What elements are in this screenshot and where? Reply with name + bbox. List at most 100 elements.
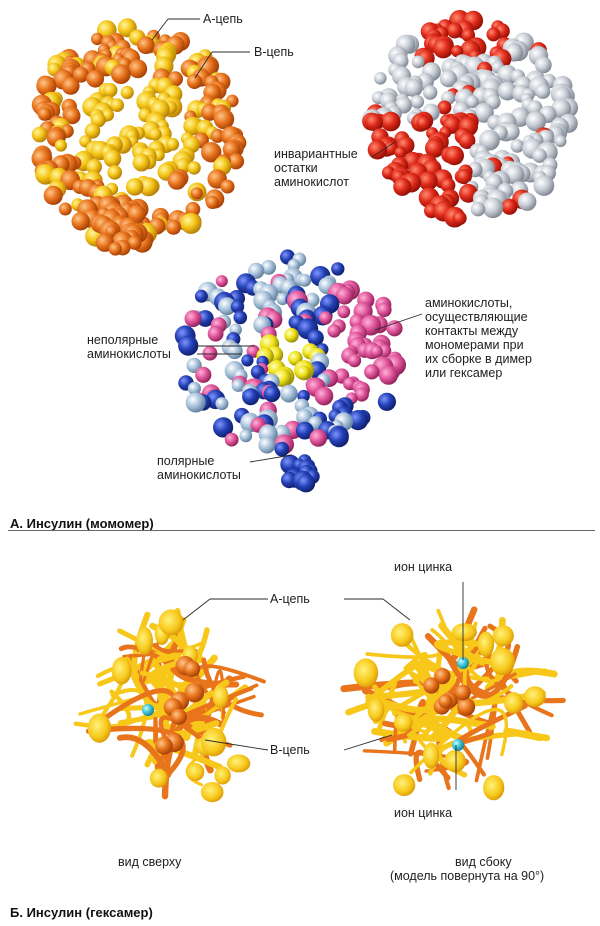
- atom-sphere: [108, 242, 123, 256]
- atom-sphere: [72, 66, 89, 83]
- ribbon-strand: [434, 639, 514, 670]
- atom-sphere: [58, 202, 72, 216]
- atom-sphere: [437, 100, 452, 115]
- atom-sphere: [91, 32, 104, 46]
- atom-sphere: [335, 286, 354, 305]
- atom-sphere: [230, 299, 245, 314]
- atom-sphere: [393, 177, 412, 196]
- atom-sphere: [241, 354, 254, 367]
- atom-sphere: [451, 45, 464, 58]
- helix-coil: [111, 657, 132, 685]
- zinc-ion-bottom-label: ион цинка: [394, 806, 453, 820]
- atom-sphere: [43, 185, 63, 205]
- atom-sphere: [148, 127, 162, 141]
- atom-sphere: [497, 81, 517, 101]
- atom-sphere: [213, 417, 234, 438]
- helix-coil: [444, 750, 466, 773]
- ribbon-strand: [506, 667, 558, 679]
- side-view-note: (модель повернута на 90°): [390, 869, 545, 883]
- helix-coil: [393, 774, 416, 797]
- helix-coil: [353, 658, 379, 688]
- atom-sphere: [246, 344, 260, 358]
- atom-sphere: [354, 387, 369, 402]
- atom-sphere: [166, 137, 180, 151]
- leader-lines: [151, 18, 464, 790]
- atom-sphere: [331, 262, 345, 276]
- atom-sphere: [296, 474, 316, 493]
- atom-sphere: [376, 302, 392, 318]
- atom-sphere: [347, 353, 362, 368]
- atom-sphere: [194, 289, 208, 303]
- atom-sphere: [381, 111, 401, 132]
- atom-sphere: [329, 427, 349, 448]
- atom-sphere: [127, 235, 142, 250]
- atom-sphere: [61, 77, 80, 95]
- atom-sphere: [107, 165, 122, 180]
- atom-sphere: [263, 385, 281, 403]
- invariant-label-line3: аминокислот: [274, 175, 349, 189]
- atom-sphere: [295, 421, 314, 440]
- atom-sphere: [554, 135, 567, 148]
- atom-sphere: [307, 329, 324, 347]
- helix-coil: [214, 766, 231, 785]
- atom-sphere: [454, 684, 471, 701]
- ribbon-strand: [212, 669, 226, 728]
- atom-sphere: [231, 379, 245, 392]
- helix-coil: [136, 627, 154, 655]
- atom-sphere: [457, 697, 476, 716]
- atom-sphere: [456, 168, 472, 185]
- atom-sphere: [54, 139, 67, 152]
- helix-coil: [524, 686, 546, 707]
- atom-sphere: [31, 126, 48, 143]
- atom-sphere: [226, 342, 243, 360]
- atom-sphere: [370, 345, 383, 358]
- atom-sphere: [170, 708, 187, 725]
- atom-sphere: [86, 159, 102, 175]
- atom-sphere: [377, 392, 396, 411]
- atom-sphere: [309, 429, 328, 447]
- ribbon-strand: [436, 608, 501, 683]
- atom-sphere: [184, 660, 201, 678]
- ribbon-strand: [403, 668, 438, 738]
- helix-coil: [492, 625, 514, 647]
- atom-sphere: [103, 83, 118, 98]
- atom-sphere: [261, 260, 276, 275]
- ribbon-strand: [395, 717, 473, 737]
- atom-sphere: [404, 78, 423, 97]
- invariant-label-line1: инвариантные: [274, 147, 358, 161]
- atom-sphere: [167, 171, 187, 190]
- atom-sphere: [132, 153, 151, 172]
- atom-sphere: [195, 366, 212, 383]
- helix-coil: [477, 631, 495, 658]
- ribbon-strand: [365, 659, 439, 714]
- atom-sphere: [239, 429, 253, 443]
- atom-sphere: [187, 381, 201, 396]
- atom-sphere: [433, 38, 454, 59]
- nonpolar-label-line1: неполярные: [87, 333, 159, 347]
- atom-sphere: [482, 197, 504, 219]
- helix-coil: [158, 609, 184, 636]
- atom-sphere: [207, 325, 224, 342]
- section-a-title: А. Инсулин (момомер): [10, 516, 154, 531]
- atom-sphere: [367, 140, 388, 160]
- atom-sphere: [201, 142, 222, 163]
- atom-sphere: [155, 737, 173, 755]
- atom-sphere: [439, 70, 457, 88]
- atom-sphere: [386, 320, 403, 337]
- hexamer-top-view-model: [73, 607, 266, 803]
- atom-sphere: [533, 175, 555, 196]
- atom-sphere: [120, 85, 134, 100]
- atom-sphere: [205, 195, 219, 209]
- atom-sphere: [196, 310, 214, 327]
- atom-sphere: [327, 324, 341, 338]
- atom-sphere: [444, 145, 464, 166]
- monomer-invariant-model: [361, 10, 579, 228]
- contacts-label-line6: или гексамер: [425, 366, 503, 380]
- section-divider: [8, 530, 595, 531]
- atom-sphere: [178, 335, 199, 356]
- ribbon-strand: [138, 640, 158, 687]
- atom-sphere: [314, 386, 334, 406]
- a-chain-label: А-цепь: [203, 12, 243, 26]
- atom-sphere: [434, 668, 451, 685]
- atom-sphere: [423, 85, 438, 100]
